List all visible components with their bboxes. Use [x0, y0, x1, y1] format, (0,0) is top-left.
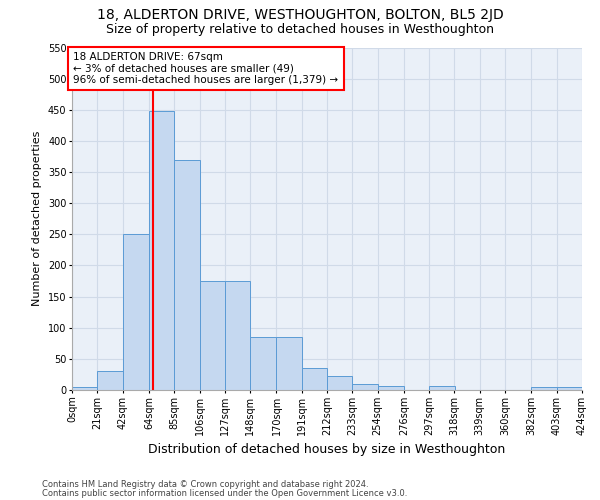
Bar [532, 387, 557, 390]
Bar [149, 111, 174, 390]
Bar [97, 372, 122, 390]
Bar [302, 368, 327, 390]
Bar [199, 281, 225, 390]
Y-axis label: Number of detached properties: Number of detached properties [32, 131, 42, 306]
Bar [327, 376, 352, 390]
Bar [377, 386, 404, 390]
Text: Contains HM Land Registry data © Crown copyright and database right 2024.: Contains HM Land Registry data © Crown c… [42, 480, 368, 489]
Bar [250, 337, 277, 390]
Bar [277, 337, 302, 390]
Bar [225, 281, 250, 390]
Bar [557, 387, 582, 390]
Bar [429, 386, 455, 390]
Text: Contains public sector information licensed under the Open Government Licence v3: Contains public sector information licen… [42, 488, 407, 498]
X-axis label: Distribution of detached houses by size in Westhoughton: Distribution of detached houses by size … [148, 444, 506, 456]
Text: 18, ALDERTON DRIVE, WESTHOUGHTON, BOLTON, BL5 2JD: 18, ALDERTON DRIVE, WESTHOUGHTON, BOLTON… [97, 8, 503, 22]
Text: 18 ALDERTON DRIVE: 67sqm
← 3% of detached houses are smaller (49)
96% of semi-de: 18 ALDERTON DRIVE: 67sqm ← 3% of detache… [73, 52, 338, 85]
Bar [72, 387, 97, 390]
Text: Size of property relative to detached houses in Westhoughton: Size of property relative to detached ho… [106, 22, 494, 36]
Bar [352, 384, 377, 390]
Bar [122, 234, 149, 390]
Bar [174, 160, 199, 390]
